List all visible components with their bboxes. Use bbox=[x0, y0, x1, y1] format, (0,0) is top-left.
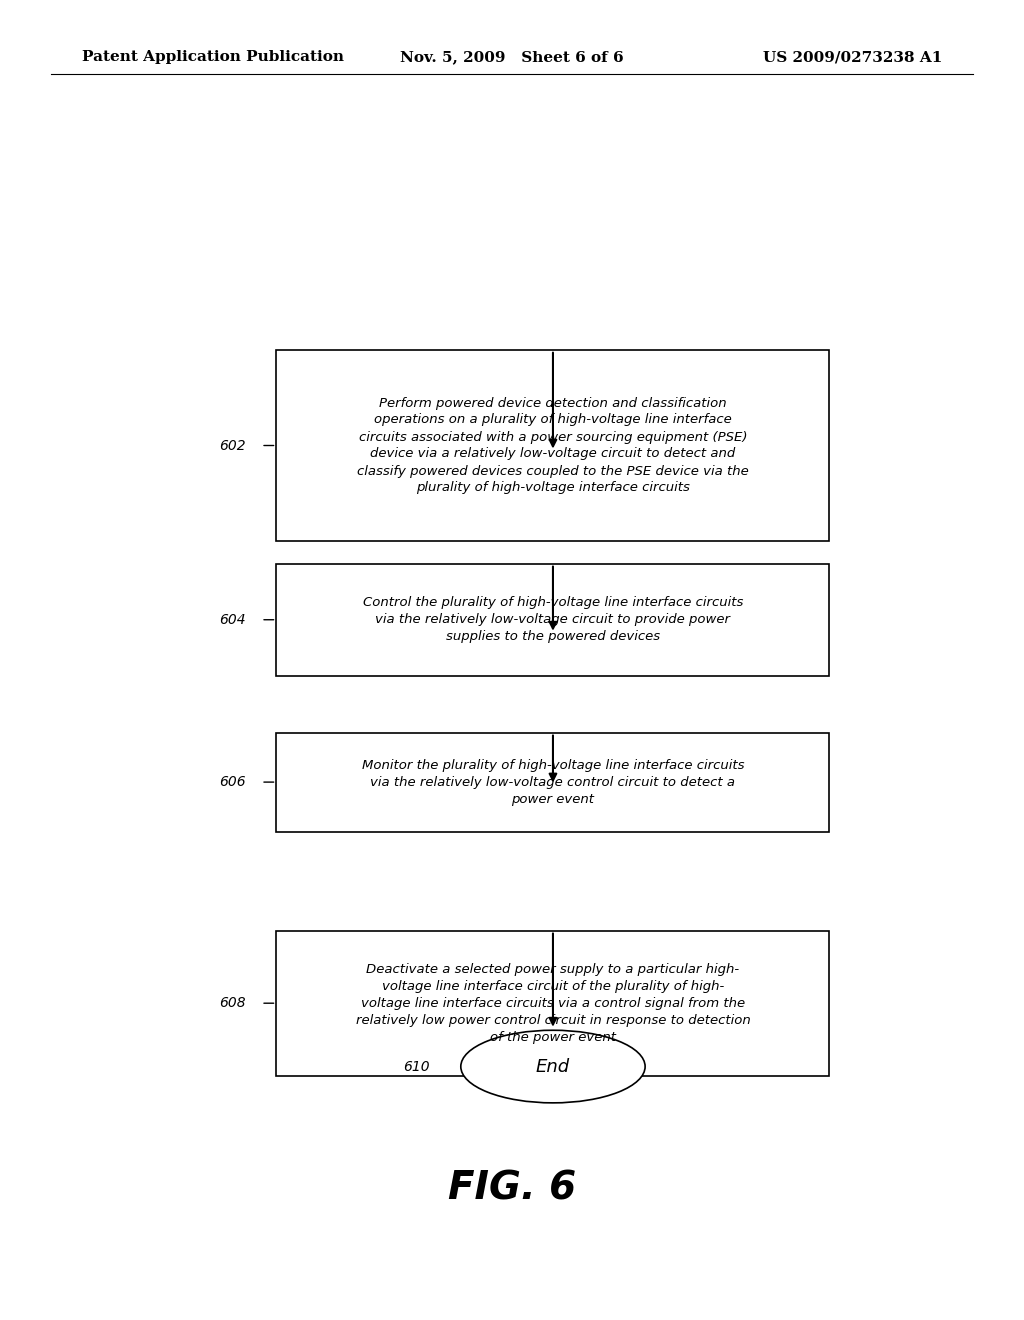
Text: Monitor the plurality of high-voltage line interface circuits
via the relatively: Monitor the plurality of high-voltage li… bbox=[361, 759, 744, 805]
Text: US 2009/0273238 A1: US 2009/0273238 A1 bbox=[763, 50, 942, 65]
Text: 606: 606 bbox=[219, 775, 246, 789]
Text: Perform powered device detection and classification
operations on a plurality of: Perform powered device detection and cla… bbox=[357, 396, 749, 495]
Text: 604: 604 bbox=[219, 612, 246, 627]
Text: End: End bbox=[536, 1057, 570, 1076]
FancyBboxPatch shape bbox=[276, 564, 829, 676]
Text: Nov. 5, 2009   Sheet 6 of 6: Nov. 5, 2009 Sheet 6 of 6 bbox=[400, 50, 624, 65]
Text: Deactivate a selected power supply to a particular high-
voltage line interface : Deactivate a selected power supply to a … bbox=[355, 962, 751, 1044]
Text: 608: 608 bbox=[219, 997, 246, 1010]
Text: 602: 602 bbox=[219, 438, 246, 453]
Text: Patent Application Publication: Patent Application Publication bbox=[82, 50, 344, 65]
FancyBboxPatch shape bbox=[276, 931, 829, 1076]
Text: FIG. 6: FIG. 6 bbox=[447, 1170, 577, 1206]
Text: 610: 610 bbox=[403, 1060, 430, 1073]
FancyBboxPatch shape bbox=[276, 733, 829, 832]
Text: Control the plurality of high-voltage line interface circuits
via the relatively: Control the plurality of high-voltage li… bbox=[362, 597, 743, 643]
FancyBboxPatch shape bbox=[276, 350, 829, 541]
Ellipse shape bbox=[461, 1030, 645, 1104]
